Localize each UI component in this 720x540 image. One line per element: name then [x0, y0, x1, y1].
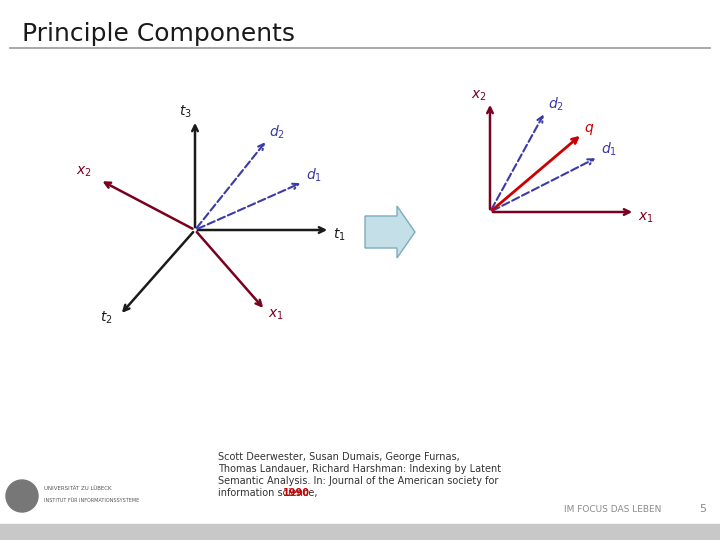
Text: $t_3$: $t_3$: [179, 104, 192, 120]
Text: $x_2$: $x_2$: [471, 89, 487, 103]
Text: $d_2$: $d_2$: [269, 124, 285, 141]
Text: $d_1$: $d_1$: [601, 141, 617, 158]
Polygon shape: [365, 206, 415, 258]
Text: 5: 5: [699, 504, 706, 514]
Text: $d_1$: $d_1$: [306, 167, 322, 184]
Text: Principle Components: Principle Components: [22, 22, 295, 46]
Text: IM FOCUS DAS LEBEN: IM FOCUS DAS LEBEN: [564, 505, 662, 514]
Text: $t_1$: $t_1$: [333, 227, 346, 244]
Text: 1990: 1990: [283, 488, 310, 498]
Text: $x_2$: $x_2$: [76, 165, 92, 179]
Text: $x_1$: $x_1$: [638, 211, 654, 225]
Text: UNIVERSITÄT ZU LÜBECK: UNIVERSITÄT ZU LÜBECK: [44, 485, 112, 490]
Text: $x_1$: $x_1$: [268, 308, 284, 322]
Circle shape: [6, 480, 38, 512]
Text: $d_2$: $d_2$: [548, 96, 564, 113]
Text: Scott Deerwester, Susan Dumais, George Furnas,: Scott Deerwester, Susan Dumais, George F…: [218, 452, 460, 462]
Bar: [0, 524, 720, 540]
Text: Thomas Landauer, Richard Harshman: Indexing by Latent: Thomas Landauer, Richard Harshman: Index…: [218, 464, 501, 474]
Text: information science,: information science,: [218, 488, 320, 498]
Text: $t_2$: $t_2$: [100, 310, 113, 326]
Text: INSTITUT FÜR INFORMATIONSSYSTEME: INSTITUT FÜR INFORMATIONSSYSTEME: [44, 497, 139, 503]
Text: Semantic Analysis. In: Journal of the American society for: Semantic Analysis. In: Journal of the Am…: [218, 476, 498, 486]
Text: $q$: $q$: [584, 122, 594, 137]
